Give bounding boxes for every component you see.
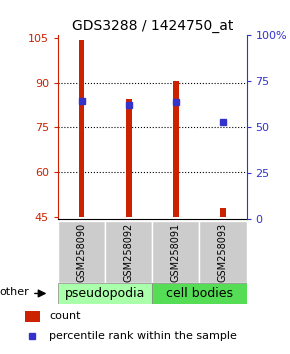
Bar bbox=[220, 207, 226, 217]
Text: pseudopodia: pseudopodia bbox=[65, 287, 145, 300]
Text: count: count bbox=[49, 312, 80, 321]
Bar bbox=[58, 283, 152, 304]
Bar bbox=[58, 221, 105, 283]
Text: GSM258093: GSM258093 bbox=[218, 223, 228, 282]
Bar bbox=[173, 81, 179, 217]
Bar bbox=[79, 40, 84, 217]
Text: percentile rank within the sample: percentile rank within the sample bbox=[49, 331, 237, 341]
Text: other: other bbox=[0, 287, 29, 297]
Text: GSM258091: GSM258091 bbox=[171, 223, 181, 282]
Title: GDS3288 / 1424750_at: GDS3288 / 1424750_at bbox=[72, 19, 233, 33]
Bar bbox=[105, 221, 152, 283]
Bar bbox=[126, 99, 132, 217]
Bar bbox=[152, 221, 200, 283]
Text: GSM258092: GSM258092 bbox=[124, 223, 134, 282]
Text: GSM258090: GSM258090 bbox=[77, 223, 86, 282]
Bar bbox=[200, 221, 246, 283]
Bar bbox=[152, 283, 246, 304]
Text: cell bodies: cell bodies bbox=[166, 287, 233, 300]
Bar bbox=[25, 311, 40, 322]
